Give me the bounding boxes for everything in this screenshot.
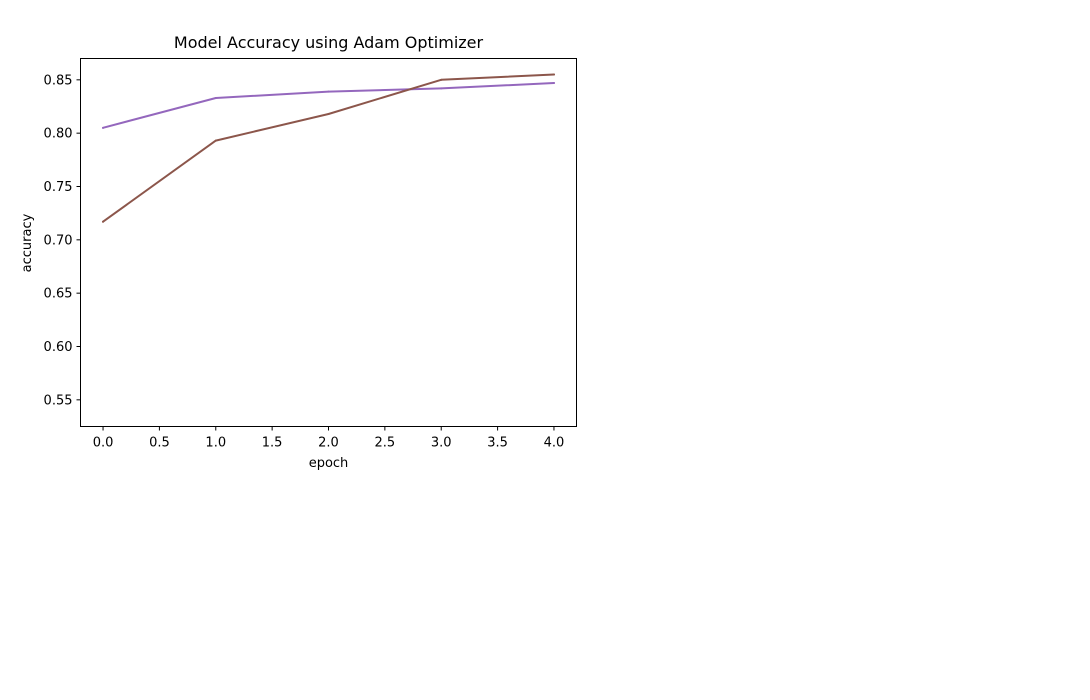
series-line-0	[102, 82, 555, 129]
y-tick-label: 0.70	[44, 233, 73, 248]
data-point	[552, 82, 555, 85]
data-point	[440, 78, 443, 81]
x-tick-label: 2.5	[375, 436, 396, 451]
x-tick-label: 0.0	[93, 436, 114, 451]
x-axis-label: epoch	[309, 456, 349, 471]
x-tick-label: 0.5	[149, 436, 170, 451]
y-tick-label: 0.85	[44, 73, 73, 88]
x-tick-label: 1.0	[205, 436, 226, 451]
data-point	[327, 112, 330, 115]
chart-title: Model Accuracy using Adam Optimizer	[174, 33, 484, 52]
data-point	[214, 96, 217, 99]
data-point	[102, 126, 105, 129]
x-tick-label: 3.0	[431, 436, 452, 451]
y-tick-label: 0.75	[44, 180, 73, 195]
x-tick-label: 1.5	[262, 436, 283, 451]
data-point	[214, 139, 217, 142]
data-point	[552, 73, 555, 76]
y-tick-label: 0.80	[44, 127, 73, 142]
data-point	[327, 90, 330, 93]
x-tick-label: 2.0	[318, 436, 339, 451]
x-tick-label: 3.5	[487, 436, 508, 451]
x-axis-ticks: 0.0 0.5 1.0 1.5 2.0 2.5 3.0 3.5 4.0	[93, 426, 565, 451]
x-tick-label: 4.0	[544, 436, 565, 451]
y-axis-ticks: 0.55 0.60 0.65 0.70 0.75 0.80 0.85	[44, 73, 81, 408]
y-tick-label: 0.65	[44, 287, 73, 302]
series-line-1	[102, 73, 555, 223]
data-point	[440, 87, 443, 90]
y-tick-label: 0.55	[44, 393, 73, 408]
data-point	[102, 220, 105, 223]
y-tick-label: 0.60	[44, 340, 73, 355]
y-axis-label: accuracy	[20, 213, 35, 272]
plot-series	[102, 73, 555, 223]
